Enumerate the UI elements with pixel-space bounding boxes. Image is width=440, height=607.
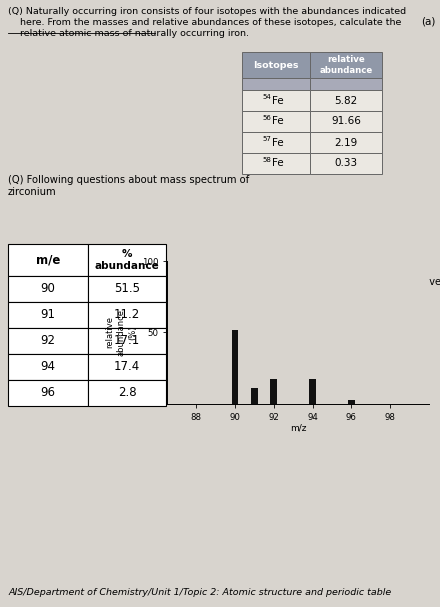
- FancyBboxPatch shape: [8, 244, 88, 276]
- FancyBboxPatch shape: [310, 52, 382, 78]
- Text: 56: 56: [262, 115, 271, 121]
- FancyBboxPatch shape: [242, 78, 310, 90]
- FancyBboxPatch shape: [88, 302, 166, 328]
- Bar: [271, 379, 277, 404]
- FancyBboxPatch shape: [88, 380, 166, 406]
- Text: 5.82: 5.82: [334, 95, 358, 106]
- Text: 11.2: 11.2: [114, 308, 140, 322]
- Text: 90: 90: [40, 282, 55, 296]
- Text: %
abundance: % abundance: [95, 249, 159, 271]
- FancyBboxPatch shape: [310, 153, 382, 174]
- FancyBboxPatch shape: [242, 111, 310, 132]
- FancyBboxPatch shape: [8, 354, 88, 380]
- FancyBboxPatch shape: [8, 328, 88, 354]
- FancyBboxPatch shape: [88, 328, 166, 354]
- Text: (Q) Naturally occurring iron consists of four isotopes with the abundances indic: (Q) Naturally occurring iron consists of…: [8, 7, 406, 16]
- Text: (a): (a): [422, 17, 436, 27]
- Bar: [251, 388, 258, 404]
- Text: 94: 94: [40, 361, 55, 373]
- FancyBboxPatch shape: [8, 302, 88, 328]
- Text: 91.66: 91.66: [331, 117, 361, 126]
- X-axis label: m/z: m/z: [290, 423, 306, 432]
- Text: 2.19: 2.19: [334, 138, 358, 148]
- FancyBboxPatch shape: [242, 90, 310, 111]
- FancyBboxPatch shape: [88, 276, 166, 302]
- Text: 92: 92: [40, 334, 55, 347]
- FancyBboxPatch shape: [242, 153, 310, 174]
- Text: Fe: Fe: [272, 95, 284, 106]
- FancyBboxPatch shape: [310, 132, 382, 153]
- Text: atomic mass of zirconium: atomic mass of zirconium: [176, 288, 301, 298]
- Text: Fe: Fe: [272, 158, 284, 169]
- Text: 96: 96: [40, 387, 55, 399]
- Text: 51.5: 51.5: [114, 282, 140, 296]
- Text: Use the values from the table to calculate the relative: Use the values from the table to calcula…: [176, 277, 440, 287]
- FancyBboxPatch shape: [88, 354, 166, 380]
- Text: Fe: Fe: [272, 117, 284, 126]
- Bar: [348, 399, 355, 404]
- FancyBboxPatch shape: [310, 90, 382, 111]
- Text: relative
abundance: relative abundance: [319, 55, 373, 75]
- Text: Fe: Fe: [272, 138, 284, 148]
- FancyBboxPatch shape: [310, 78, 382, 90]
- Text: Isotopes: Isotopes: [253, 61, 299, 69]
- Text: 57: 57: [262, 136, 271, 142]
- Text: zirconium: zirconium: [8, 187, 57, 197]
- FancyBboxPatch shape: [8, 380, 88, 406]
- Text: (Q) Following questions about mass spectrum of: (Q) Following questions about mass spect…: [8, 175, 249, 185]
- FancyBboxPatch shape: [242, 52, 310, 78]
- Text: 91: 91: [40, 308, 55, 322]
- Text: 54: 54: [262, 94, 271, 100]
- Y-axis label: relative
abundance
(%): relative abundance (%): [105, 309, 138, 356]
- Text: 0.33: 0.33: [334, 158, 358, 169]
- FancyBboxPatch shape: [310, 111, 382, 132]
- Text: 17.4: 17.4: [114, 361, 140, 373]
- Text: AIS/Department of Chemistry/Unit 1/Topic 2: Atomic structure and periodic table: AIS/Department of Chemistry/Unit 1/Topic…: [8, 588, 391, 597]
- FancyBboxPatch shape: [88, 244, 166, 276]
- FancyBboxPatch shape: [242, 132, 310, 153]
- FancyBboxPatch shape: [8, 276, 88, 302]
- Bar: [232, 330, 238, 404]
- Text: 58: 58: [262, 157, 271, 163]
- Text: m/e: m/e: [36, 254, 60, 266]
- Text: 17.1: 17.1: [114, 334, 140, 347]
- Text: here. From the masses and relative abundances of these isotopes, calculate the: here. From the masses and relative abund…: [8, 18, 401, 27]
- Bar: [309, 379, 316, 404]
- Text: relative atomic mass of naturally occurring iron.: relative atomic mass of naturally occurr…: [8, 29, 249, 38]
- Text: 2.8: 2.8: [117, 387, 136, 399]
